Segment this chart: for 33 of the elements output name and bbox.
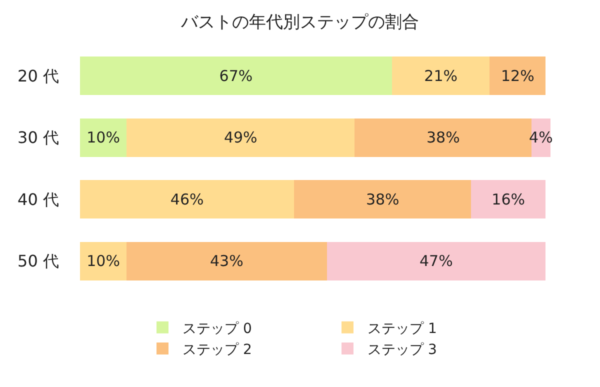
- data-label: 47%: [420, 252, 453, 270]
- data-label: 49%: [224, 128, 258, 147]
- bar: [326, 242, 546, 280]
- y-tick-label: 40 代: [18, 190, 59, 209]
- data-label: 38%: [426, 128, 460, 147]
- bar: [126, 118, 355, 157]
- legend-label: ステップ 1: [368, 320, 437, 337]
- bar: [80, 180, 294, 219]
- y-tick-label: 20 代: [18, 66, 59, 86]
- legend-label: ステップ 2: [182, 342, 252, 358]
- chart-title: バストの年代別ステップの割合: [180, 12, 419, 32]
- y-tick-label: 30 代: [18, 128, 59, 148]
- bar: [80, 242, 127, 280]
- y-tick-label: 50 代: [18, 252, 59, 271]
- data-label: 10%: [86, 252, 120, 270]
- bar: [80, 56, 392, 96]
- bar: [126, 242, 327, 280]
- data-label: 43%: [210, 252, 244, 270]
- legend-label: ステップ 0: [182, 320, 252, 337]
- bar: [294, 180, 472, 219]
- data-label: 10%: [86, 128, 120, 147]
- data-label: 46%: [170, 190, 204, 208]
- bar: [392, 56, 490, 96]
- data-label: 16%: [492, 190, 526, 208]
- data-label: 38%: [366, 190, 400, 208]
- bar: [80, 118, 127, 157]
- data-label: 67%: [219, 66, 253, 85]
- bar: [490, 56, 546, 96]
- data-label: 21%: [424, 66, 458, 85]
- legend-label: ステップ 3: [368, 342, 437, 358]
- bar: [471, 180, 546, 219]
- data-label: 4%: [529, 128, 553, 147]
- data-label: 12%: [500, 66, 534, 85]
